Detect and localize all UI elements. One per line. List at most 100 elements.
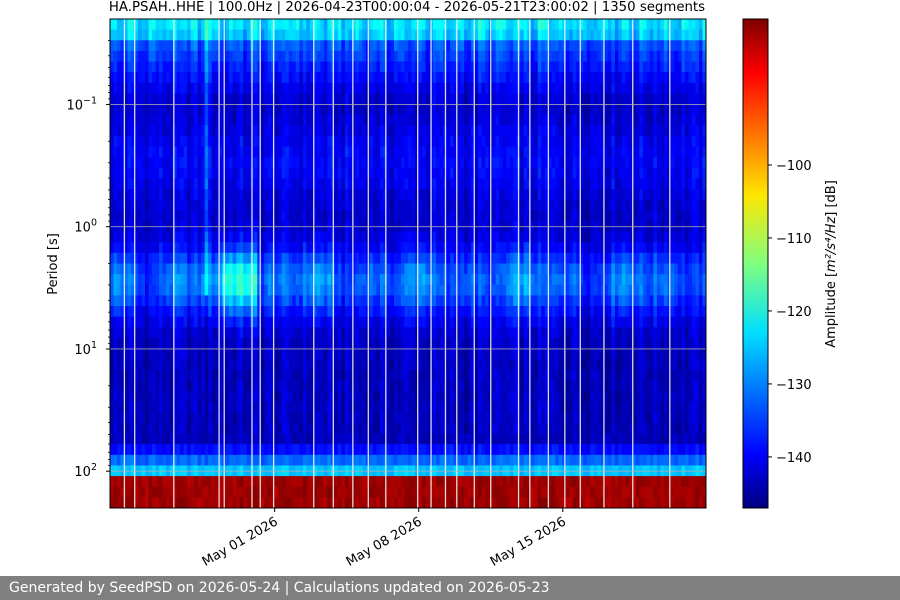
spectrogram-cell (334, 252, 339, 265)
spectrogram-cell (379, 295, 385, 307)
spectrogram-cell (159, 327, 164, 339)
spectrogram-cell (309, 284, 314, 296)
spectrogram-cell (232, 497, 237, 508)
spectrogram-cell (386, 337, 392, 350)
spectrogram-cell (204, 72, 209, 84)
spectrogram-cell (204, 93, 209, 105)
spectrogram-cell (190, 104, 195, 116)
spectrogram-cell (267, 82, 272, 95)
spectrogram-cell (274, 199, 279, 211)
spectrogram-cell (334, 72, 339, 84)
spectrogram-cell (253, 146, 258, 158)
spectrogram-cell (288, 82, 293, 95)
spectrogram-cell (120, 29, 125, 41)
spectrogram-cell (372, 391, 378, 403)
spectrogram-cell (218, 391, 223, 403)
spectrogram-cell (190, 189, 195, 201)
spectrogram-cell (400, 263, 406, 275)
spectrogram-cell (341, 199, 346, 211)
spectrogram-cell (302, 391, 307, 403)
spectrogram-cell (257, 401, 262, 413)
spectrogram-cell (152, 125, 157, 137)
spectrogram-cell (467, 146, 472, 158)
spectrogram-cell (376, 199, 381, 211)
spectrogram-cell (404, 476, 409, 488)
spectrogram-cell (460, 497, 465, 508)
spectrogram-cell (418, 157, 423, 169)
spectrogram-cell (386, 146, 392, 158)
spectrogram-cell (180, 295, 185, 307)
spectrogram-cell (155, 401, 160, 413)
spectrogram-cell (141, 284, 146, 296)
spectrogram-cell (478, 72, 483, 84)
spectrogram-cell (478, 444, 483, 456)
spectrogram-cell (208, 231, 213, 243)
spectrogram-cell (166, 486, 171, 498)
spectrogram-cell (351, 295, 357, 307)
spectrogram-cell (215, 295, 220, 307)
spectrogram-cell (369, 178, 374, 190)
spectrogram-cell (467, 337, 472, 350)
spectrogram-cell (190, 178, 195, 190)
spectrogram-cell (148, 72, 153, 84)
spectrogram-cell (313, 306, 318, 318)
spectrogram-cell (453, 157, 458, 169)
spectrogram-cell (425, 242, 430, 254)
spectrogram-cell (450, 135, 455, 148)
spectrogram-cell (278, 252, 283, 265)
spectrogram-cell (397, 274, 402, 286)
spectrogram-cell (323, 178, 328, 190)
spectrogram-cell (208, 274, 213, 286)
spectrogram-cell (285, 412, 290, 424)
spectrogram-cell (351, 19, 357, 31)
spectrogram-cell (113, 231, 118, 243)
spectrogram-cell (155, 157, 160, 169)
spectrogram-cell (267, 284, 272, 296)
spectrogram-cell (274, 380, 279, 392)
spectrogram-cell (173, 252, 178, 265)
spectrogram-cell (467, 29, 472, 41)
spectrogram-cell (379, 422, 385, 435)
spectrogram-cell (138, 433, 143, 445)
spectrogram-cell (467, 93, 472, 105)
spectrogram-cell (264, 72, 269, 84)
spectrogram-cell (478, 327, 483, 339)
spectrogram-cell (225, 61, 230, 73)
spectrogram-cell (267, 252, 272, 265)
spectrogram-cell (180, 61, 185, 73)
spectrogram-cell (232, 316, 237, 328)
spectrogram-cell (397, 422, 402, 435)
spectrogram-cell (422, 263, 427, 275)
spectrogram-cell (485, 29, 490, 41)
spectrogram-cell (313, 274, 318, 286)
spectrogram-cell (187, 369, 192, 382)
spectrogram-cell (117, 178, 122, 190)
spectrogram-cell (141, 348, 146, 360)
spectrogram-cell (379, 401, 385, 413)
spectrogram-cell (145, 40, 150, 52)
spectrogram-cell (467, 72, 472, 84)
spectrogram-cell (320, 497, 325, 508)
spectrogram-cell (306, 210, 311, 222)
spectrogram-cell (145, 274, 150, 286)
spectrogram-cell (471, 93, 476, 105)
spectrogram-cell (264, 295, 269, 307)
spectrogram-cell (138, 337, 143, 350)
spectrogram-cell (145, 433, 150, 445)
spectrogram-cell (295, 274, 300, 286)
spectrogram-cell (485, 104, 490, 116)
spectrogram-cell (281, 61, 286, 73)
spectrogram-cell (334, 316, 339, 328)
spectrogram-cell (215, 146, 220, 158)
spectrogram-cell (379, 61, 385, 73)
spectrogram-cell (390, 125, 395, 137)
spectrogram-cell (386, 93, 392, 105)
spectrogram-cell (390, 263, 395, 275)
spectrogram-cell (274, 231, 279, 243)
spectrogram-cell (400, 210, 406, 222)
spectrogram-cell (316, 337, 321, 350)
spectrogram-cell (313, 210, 318, 222)
spectrogram-cell (152, 497, 157, 508)
spectrogram-cell (215, 380, 220, 392)
spectrogram-cell (117, 327, 122, 339)
